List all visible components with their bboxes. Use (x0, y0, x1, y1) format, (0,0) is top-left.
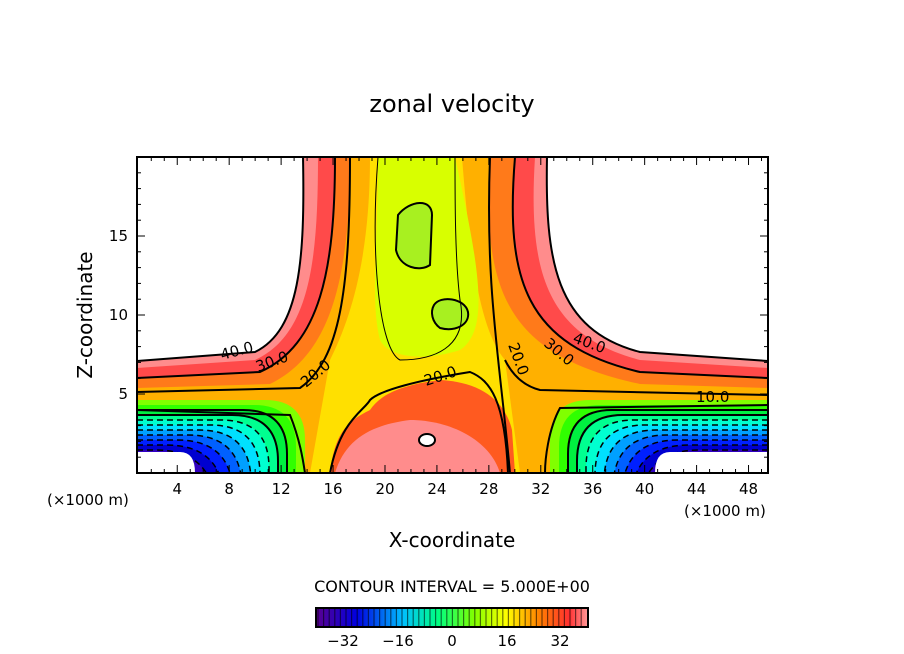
contour-interval-text: CONTOUR INTERVAL = 5.000E+00 (314, 577, 590, 596)
contour-line-cold (630, 444, 768, 473)
contour-line-cold (576, 414, 768, 473)
contour-line-10 (544, 404, 768, 473)
colorbar-tick-label: −16 (382, 632, 414, 650)
x-unit-right: (×1000 m) (684, 502, 766, 520)
y-tick-label: 15 (109, 227, 128, 245)
x-axis-label: X-coordinate (389, 528, 516, 552)
contour-line-20 (137, 157, 351, 393)
cold-corner-right (550, 400, 768, 473)
chart-title: zonal velocity (369, 90, 534, 118)
x-tick-label: 20 (375, 480, 394, 498)
contour-line-cold (137, 409, 288, 473)
contour-lines (137, 157, 768, 473)
contour-line-cold (137, 414, 279, 473)
contour-line-cold (137, 424, 261, 473)
contour-line-thin (374, 157, 462, 361)
below-min-region (137, 452, 195, 473)
colorbar-tick-label: 32 (550, 632, 569, 650)
contour-line-20 (488, 157, 511, 473)
y-axis-label: Z-coordinate (73, 251, 97, 378)
plot-area (137, 157, 768, 473)
colorbar-tick-label: 0 (447, 632, 457, 650)
axis-ticks (137, 157, 768, 473)
colorbar-stripes (317, 609, 582, 626)
below-min-region (655, 452, 768, 473)
contour-line-cold (137, 434, 243, 473)
y-tick-label: 10 (109, 306, 128, 324)
contour-line-20-inner (329, 370, 509, 473)
contour-line-10 (137, 409, 306, 473)
contour-line-cold (585, 419, 768, 473)
x-tick-label: 48 (739, 480, 758, 498)
x-tick-label: 44 (687, 480, 706, 498)
contour-line-cold (639, 449, 768, 473)
cold-corner-left (137, 400, 305, 473)
contour-line-40 (137, 157, 305, 362)
contour-label: 10.0 (696, 388, 729, 406)
contour-line-cold (612, 434, 768, 473)
x-tick-label: 36 (583, 480, 602, 498)
contour-line-cold (137, 444, 225, 473)
x-tick-label: 12 (272, 480, 291, 498)
contour-line-40 (545, 157, 768, 362)
contour-line-cold (137, 439, 234, 473)
contour-fill-15-core-upper (396, 202, 432, 269)
colorbar-tick-label: 16 (497, 632, 516, 650)
contour-line-20 (504, 359, 768, 396)
x-tick-label: 32 (531, 480, 550, 498)
x-unit-left: (×1000 m) (47, 491, 129, 509)
contour-line-cold (137, 419, 270, 473)
contour-line-cold (137, 429, 252, 473)
y-tick-label: 5 (118, 385, 128, 403)
x-tick-label: 28 (479, 480, 498, 498)
contour-fill-bottom-hot (335, 420, 500, 473)
x-tick-label: 4 (172, 480, 182, 498)
x-tick-labels: 4 8 12 16 20 24 28 32 36 40 44 48 (172, 480, 758, 498)
y-tick-labels: 5 10 15 (109, 227, 128, 403)
contour-line-upper (394, 202, 434, 270)
x-tick-label: 16 (324, 480, 343, 498)
contour-line-cold (594, 424, 768, 473)
contour-line-cold (567, 409, 768, 473)
x-tick-label: 40 (635, 480, 654, 498)
contour-line-cold (621, 439, 768, 473)
contour-fill-15-core-lower (432, 299, 469, 330)
contour-fill-max (418, 433, 436, 447)
contour-line-cold (137, 449, 216, 473)
colorbar-tick-labels: −32 −16 0 16 32 (327, 632, 569, 650)
contour-line-30 (137, 157, 336, 379)
contour-line-cold (603, 429, 768, 473)
contour-line-30 (511, 157, 768, 379)
x-tick-label: 8 (224, 480, 234, 498)
colorbar-tick-label: −32 (327, 632, 359, 650)
x-tick-label: 24 (427, 480, 446, 498)
